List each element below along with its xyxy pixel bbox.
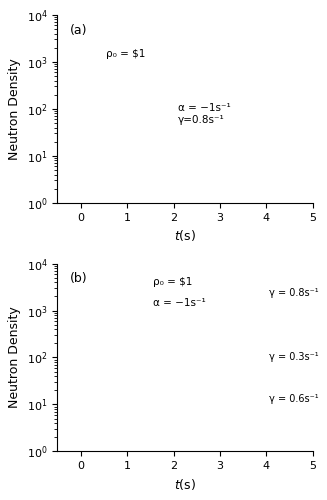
Y-axis label: Neutron Density: Neutron Density bbox=[8, 58, 21, 160]
X-axis label: $t$(s): $t$(s) bbox=[174, 476, 196, 492]
Text: α = −1s⁻¹
γ=0.8s⁻¹: α = −1s⁻¹ γ=0.8s⁻¹ bbox=[178, 104, 231, 125]
X-axis label: $t$(s): $t$(s) bbox=[174, 228, 196, 243]
Text: α = −1s⁻¹: α = −1s⁻¹ bbox=[153, 298, 205, 308]
Text: ρ₀ = $1: ρ₀ = $1 bbox=[106, 49, 146, 59]
Text: γ = 0.6s⁻¹: γ = 0.6s⁻¹ bbox=[269, 394, 318, 404]
Text: (a): (a) bbox=[70, 24, 88, 36]
Text: (b): (b) bbox=[70, 272, 88, 285]
Text: γ = 0.8s⁻¹: γ = 0.8s⁻¹ bbox=[269, 288, 318, 298]
Text: γ = 0.3s⁻¹: γ = 0.3s⁻¹ bbox=[269, 352, 318, 362]
Text: ρ₀ = $1: ρ₀ = $1 bbox=[153, 276, 192, 286]
Y-axis label: Neutron Density: Neutron Density bbox=[8, 306, 21, 408]
